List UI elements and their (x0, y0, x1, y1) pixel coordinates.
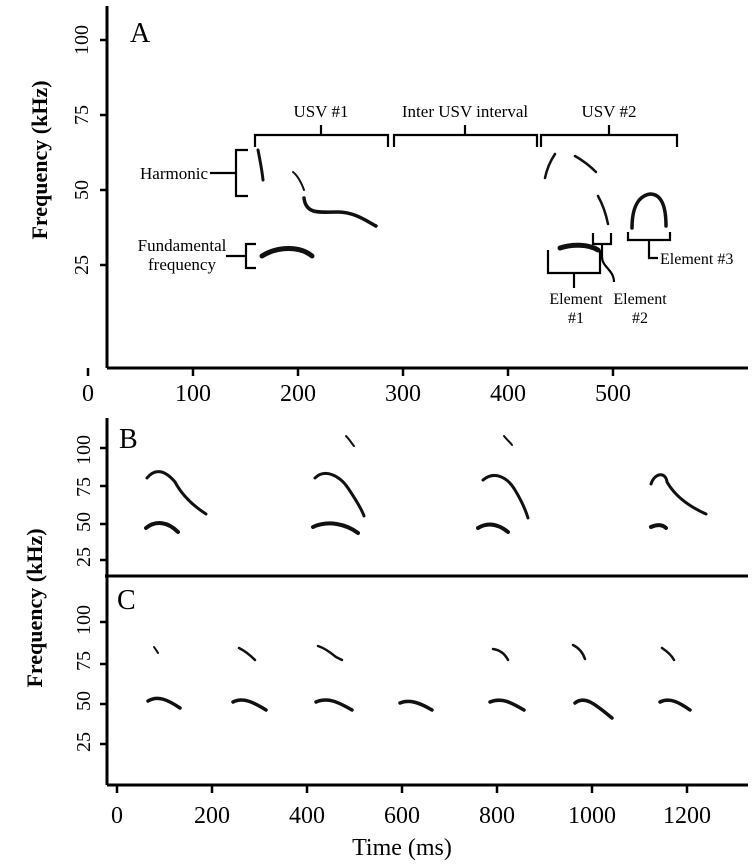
panel-a-xtick-label: 200 (280, 381, 316, 407)
panel-c-ytick-label: 75 (73, 651, 95, 671)
panel-c-xtick-label: 200 (194, 803, 230, 829)
usv2-bracket (539, 125, 679, 147)
panel-c-xtick-label: 1200 (663, 803, 711, 829)
fundamental-label-line2: frequency (148, 255, 216, 274)
inter-usv-interval-label: Inter USV interval (402, 102, 528, 121)
panel-b-call-overtone (503, 435, 513, 446)
panel-c-call-harmonic (491, 647, 510, 662)
panel-c-ytick-label: 100 (73, 605, 95, 635)
panel-a-ytick-label: 75 (71, 105, 93, 125)
panel-a-ytick-label: 50 (71, 180, 93, 200)
panel-b-ytick-label: 75 (73, 477, 95, 497)
shared-y-axis-label: Frequency (kHz) (22, 528, 47, 687)
panel-b-call-harmonic (145, 470, 208, 516)
panel-c-ytick-label: 50 (73, 691, 95, 711)
usv2-harmonic-fall (573, 154, 598, 174)
panel-c-xtick-label: 800 (479, 803, 515, 829)
panel-c: C 25 50 75 100 0 200 400 600 800 1000 12… (73, 576, 748, 829)
panel-c-xtick-label: 400 (289, 803, 325, 829)
usv2-label: USV #2 (582, 102, 637, 121)
usv1-harmonic-tail (302, 196, 378, 228)
panel-b-call-harmonic (313, 472, 366, 518)
panel-c-call-fundamental (488, 698, 526, 712)
panel-b-call-harmonic (649, 473, 708, 516)
panel-b: B 25 50 75 100 (73, 418, 748, 578)
panel-a-ytick-label: 100 (71, 25, 93, 55)
element2-bracket (591, 233, 616, 283)
usv1-harmonic-onset (256, 148, 265, 182)
panel-c-xtick-label: 0 (111, 803, 123, 829)
element2-label-line2: #2 (632, 310, 648, 327)
panel-a-xtick-label: 0 (82, 381, 94, 407)
usv1-label: USV #1 (294, 102, 349, 121)
panel-b-ytick-label: 25 (73, 547, 95, 567)
panel-a-label: A (130, 18, 151, 49)
usv2-element1-trace (557, 242, 601, 253)
panel-a: A Frequency (kHz) 25 50 75 100 0 100 200… (27, 6, 748, 407)
usv1-fundamental (259, 246, 315, 259)
panel-c-xtick-label: 1000 (568, 803, 616, 829)
panel-b-call-fundamental (476, 522, 510, 534)
panel-b-label: B (119, 424, 138, 455)
panel-c-call-harmonic (571, 643, 587, 661)
usv1-bracket (253, 125, 390, 147)
panel-c-call-harmonic (660, 646, 676, 662)
harmonic-brace (210, 148, 248, 198)
panel-c-call-harmonic (316, 644, 344, 662)
element1-label-line1: Element (549, 291, 603, 308)
panel-b-ytick-label: 100 (73, 435, 95, 465)
element1-label-line2: #1 (568, 310, 584, 327)
panel-a-y-axis-label: Frequency (kHz) (27, 80, 52, 239)
panel-b-call-fundamental (311, 521, 360, 535)
panel-a-xtick-label: 400 (490, 381, 526, 407)
panel-a-xtick-label: 500 (595, 381, 631, 407)
inter-usv-interval-bracket (392, 125, 539, 147)
panel-b-call-fundamental (144, 521, 180, 534)
element1-bracket (546, 250, 602, 288)
element3-bracket (626, 232, 672, 260)
panel-c-ytick-label: 25 (73, 732, 95, 752)
panel-c-xtick-label: 600 (384, 803, 420, 829)
fundamental-brace (226, 242, 256, 270)
panel-a-xtick-label: 100 (175, 381, 211, 407)
harmonic-label: Harmonic (140, 164, 208, 183)
panel-c-call-fundamental (146, 696, 182, 710)
usv1-harmonic-segment (292, 171, 305, 191)
element2-label-line1: Element (613, 291, 667, 308)
panel-b-call-harmonic (481, 474, 530, 520)
panel-c-call-fundamental (658, 698, 692, 712)
usv2-element3-trace (630, 192, 668, 230)
panel-c-call-fundamental (314, 698, 354, 712)
usv2-element2-trace (596, 194, 610, 226)
panel-b-call-overtone (345, 435, 355, 447)
panel-c-call-fundamental (231, 698, 268, 712)
panel-c-call-fundamental (573, 698, 614, 720)
element3-label: Element #3 (660, 251, 733, 268)
panel-c-call-fundamental (398, 699, 434, 712)
fundamental-label-line1: Fundamental (138, 236, 227, 255)
panel-b-ytick-label: 50 (73, 512, 95, 532)
panel-c-call-harmonic (153, 646, 159, 654)
panel-a-xtick-label: 300 (385, 381, 421, 407)
usv2-harmonic-rise (543, 152, 557, 180)
panel-c-call-harmonic (237, 646, 257, 662)
panel-b-call-fundamental (649, 523, 668, 530)
panel-a-ytick-label: 25 (71, 255, 93, 275)
panel-c-label: C (117, 585, 136, 616)
shared-x-axis-label: Time (ms) (352, 835, 452, 861)
